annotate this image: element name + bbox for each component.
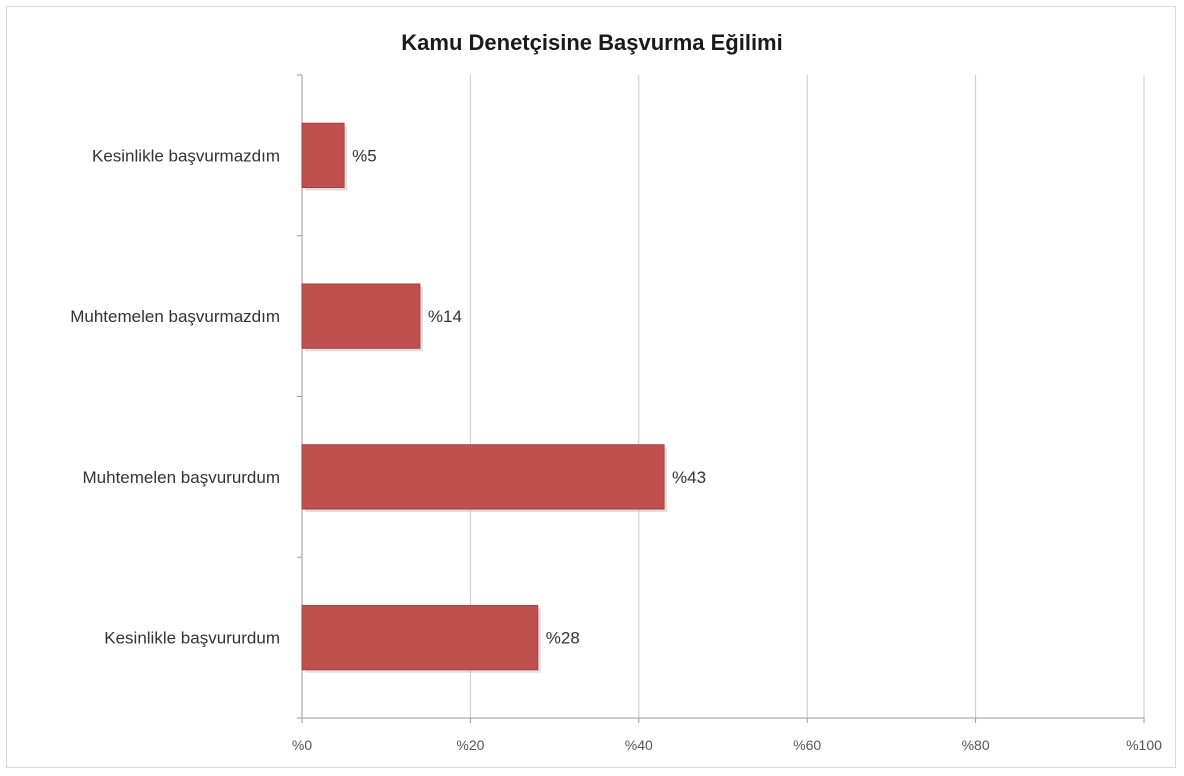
x-tick-label: %60 [793,737,821,753]
chart-frame [6,6,1176,768]
bar [301,122,345,189]
x-tick-label: %20 [456,737,484,753]
category-label: Muhtemelen başvururdum [83,468,280,487]
chart-title: Kamu Denetçisine Başvurma Eğilimi [401,30,782,55]
x-tick-label: %0 [292,737,312,753]
category-label: Kesinlikle başvururdum [104,629,280,648]
category-label: Kesinlikle başvurmazdım [92,146,280,165]
x-tick-label: %80 [962,737,990,753]
x-tick-label: %40 [625,737,653,753]
bar [301,283,421,349]
x-tick-label: %100 [1126,737,1162,753]
bar [301,604,539,671]
category-label: Muhtemelen başvurmazdım [70,307,280,326]
data-label: %43 [672,468,706,487]
data-label: %5 [352,146,377,165]
bar [301,444,665,510]
data-label: %28 [546,629,580,648]
data-label: %14 [428,307,462,326]
